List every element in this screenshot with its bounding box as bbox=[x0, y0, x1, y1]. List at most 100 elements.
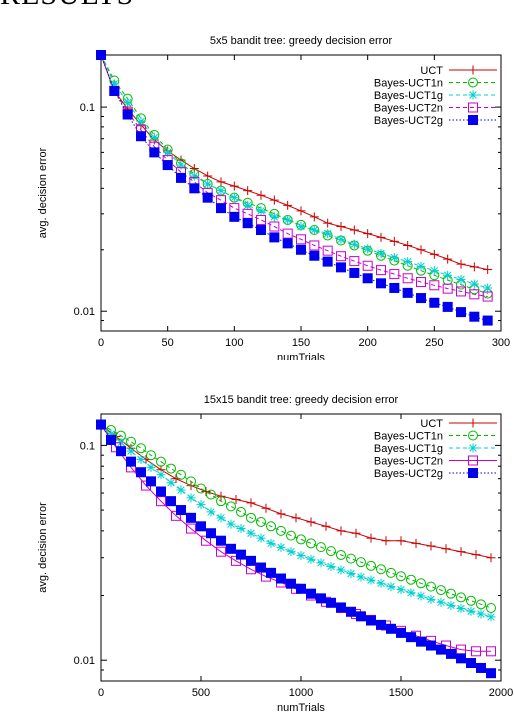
x-tick-label: 100 bbox=[225, 337, 243, 349]
series-line bbox=[100, 424, 492, 609]
y-tick-label: 0.01 bbox=[74, 655, 95, 667]
data-point bbox=[291, 513, 301, 523]
data-point bbox=[216, 546, 226, 557]
legend-label: Bayes-UCT2g bbox=[374, 468, 443, 480]
data-point bbox=[336, 251, 346, 262]
data-point bbox=[146, 450, 156, 461]
data-point bbox=[176, 505, 186, 516]
data-point bbox=[256, 562, 266, 573]
data-point bbox=[486, 553, 496, 563]
data-point bbox=[456, 653, 466, 664]
data-point bbox=[149, 147, 160, 158]
data-point bbox=[446, 600, 456, 610]
data-point bbox=[376, 265, 386, 276]
data-point bbox=[261, 503, 271, 513]
data-point bbox=[196, 483, 206, 494]
data-point bbox=[456, 286, 466, 297]
data-point bbox=[96, 50, 106, 60]
data-point bbox=[376, 564, 386, 575]
legend-label: Bayes-UCT1n bbox=[374, 78, 443, 90]
x-axis-label: numTrials bbox=[277, 352, 325, 360]
data-point bbox=[231, 494, 241, 504]
data-point bbox=[471, 550, 481, 560]
legend-marker bbox=[468, 468, 478, 478]
data-point bbox=[203, 179, 213, 189]
legend-marker bbox=[468, 90, 478, 100]
data-point bbox=[356, 611, 366, 622]
y-tick-label: 0.1 bbox=[80, 102, 95, 114]
data-point bbox=[363, 229, 373, 239]
data-point bbox=[156, 486, 166, 497]
legend-label: Bayes-UCT1n bbox=[374, 431, 443, 443]
data-point bbox=[321, 521, 331, 531]
data-point bbox=[381, 536, 391, 546]
data-point bbox=[416, 636, 426, 647]
legend: UCTBayes-UCT1nBayes-UCT1gBayes-UCT2nBaye… bbox=[374, 65, 497, 127]
data-point bbox=[256, 224, 266, 235]
data-point bbox=[296, 551, 306, 561]
data-point bbox=[406, 588, 416, 598]
data-point bbox=[229, 181, 239, 191]
data-point bbox=[202, 192, 213, 203]
data-point bbox=[276, 542, 286, 552]
data-point bbox=[216, 203, 226, 214]
data-point bbox=[429, 249, 439, 259]
data-point bbox=[126, 446, 136, 456]
data-point bbox=[336, 549, 346, 560]
data-point bbox=[362, 260, 373, 271]
data-point bbox=[346, 553, 356, 564]
data-point bbox=[376, 619, 386, 630]
data-point bbox=[376, 248, 386, 258]
data-point bbox=[366, 560, 376, 571]
data-point bbox=[476, 662, 486, 673]
data-point bbox=[336, 234, 346, 244]
data-point bbox=[186, 493, 196, 503]
data-point bbox=[483, 265, 493, 275]
data-point bbox=[446, 648, 456, 659]
data-point bbox=[326, 597, 336, 608]
series-bayes-uct2n bbox=[96, 50, 493, 302]
data-point bbox=[166, 496, 176, 507]
data-point bbox=[203, 171, 213, 181]
data-point bbox=[416, 591, 426, 601]
data-point bbox=[456, 592, 466, 603]
data-point bbox=[466, 595, 476, 606]
data-point bbox=[469, 279, 479, 289]
chart-title: 15x15 bandit tree: greedy decision error bbox=[204, 394, 399, 406]
data-point bbox=[436, 597, 446, 607]
series-bayes-uct1n bbox=[96, 419, 496, 613]
data-point bbox=[396, 536, 406, 546]
data-point bbox=[456, 275, 466, 285]
y-axis-label: avg. decision error bbox=[37, 502, 49, 593]
data-point bbox=[166, 478, 176, 488]
series-line bbox=[100, 54, 488, 271]
data-point bbox=[411, 538, 421, 548]
data-point bbox=[436, 585, 446, 596]
data-point bbox=[466, 606, 476, 616]
y-tick-label: 0.1 bbox=[80, 440, 95, 452]
data-point bbox=[282, 238, 293, 249]
data-point bbox=[256, 190, 266, 200]
data-point bbox=[416, 293, 426, 304]
x-tick-label: 200 bbox=[358, 337, 376, 349]
data-point bbox=[156, 496, 166, 507]
data-point bbox=[376, 278, 386, 289]
data-point bbox=[206, 489, 216, 500]
data-point bbox=[402, 287, 413, 298]
data-point bbox=[389, 236, 399, 246]
data-point bbox=[216, 513, 226, 523]
data-point bbox=[276, 525, 286, 536]
data-point bbox=[256, 533, 266, 543]
data-point bbox=[389, 282, 400, 293]
data-point bbox=[396, 627, 406, 638]
legend-label: UCT bbox=[420, 418, 443, 430]
data-point bbox=[389, 253, 399, 263]
data-point bbox=[236, 549, 246, 560]
data-point bbox=[226, 519, 236, 529]
x-tick-label: 0 bbox=[98, 687, 104, 699]
data-point bbox=[446, 588, 456, 599]
data-point bbox=[306, 588, 316, 599]
data-point bbox=[469, 289, 480, 300]
data-point bbox=[482, 315, 493, 326]
data-point bbox=[283, 200, 293, 210]
